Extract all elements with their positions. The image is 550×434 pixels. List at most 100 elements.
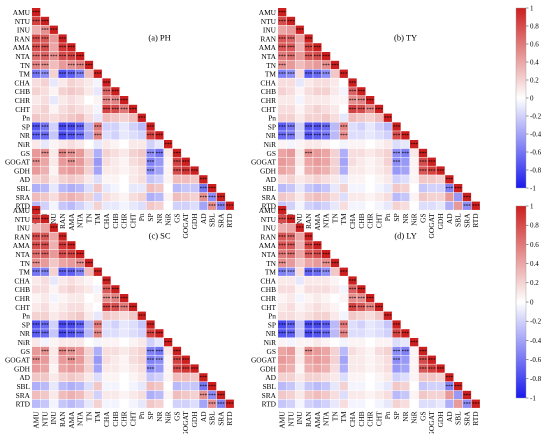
heatmap-cell	[383, 175, 392, 184]
heatmap-cell	[128, 311, 138, 320]
heatmap-cell	[304, 122, 313, 131]
heatmap-cell	[295, 113, 304, 122]
row-label: TM	[265, 268, 277, 277]
heatmap-cell	[40, 122, 50, 131]
heatmap-cell	[357, 140, 366, 149]
heatmap-cell	[58, 34, 67, 43]
heatmap-cell	[84, 157, 94, 166]
significance-marker: ***	[402, 350, 410, 355]
heatmap-cell	[304, 78, 313, 87]
heatmap-cell	[313, 148, 322, 158]
heatmap-cell	[93, 338, 102, 347]
heatmap-cell	[295, 355, 304, 364]
significance-marker: ***	[41, 37, 49, 42]
row-label: NiR	[264, 338, 276, 347]
heatmap-cell	[313, 87, 322, 96]
significance-marker: ***	[147, 134, 155, 139]
heatmap-cell	[295, 52, 304, 61]
heatmap-cell	[427, 157, 436, 166]
heatmap-cell	[137, 355, 146, 364]
heatmap-cell	[330, 78, 340, 87]
heatmap-cell	[67, 346, 76, 356]
significance-marker: ***	[287, 37, 295, 42]
heatmap-cell	[102, 113, 111, 122]
heatmap-cell	[172, 390, 182, 400]
heatmap-cell	[32, 382, 41, 391]
heatmap-cell	[348, 96, 357, 105]
heatmap-cell	[374, 184, 384, 193]
heatmap-cell	[40, 338, 50, 347]
heatmap-cell	[58, 241, 67, 250]
heatmap-cell	[137, 157, 146, 166]
heatmap-cell	[76, 346, 85, 356]
significance-marker: ***	[226, 205, 234, 210]
column-label: SBL	[208, 411, 217, 425]
significance-marker: ***	[278, 244, 286, 249]
heatmap-cell	[76, 122, 85, 131]
row-label: CHR	[15, 96, 30, 105]
heatmap-cell	[418, 184, 428, 193]
heatmap-cell	[32, 232, 41, 241]
heatmap-cell	[84, 96, 94, 105]
heatmap-cell	[84, 399, 94, 408]
row-label: CHA	[14, 276, 30, 285]
column-label: CHT	[374, 213, 383, 228]
heatmap-cell	[436, 382, 445, 391]
heatmap-cell	[339, 175, 348, 184]
heatmap-cell	[278, 399, 287, 408]
heatmap-cell	[401, 192, 410, 202]
heatmap-cell	[410, 157, 419, 166]
heatmap-cell	[49, 294, 58, 303]
significance-marker: ***	[76, 253, 84, 258]
heatmap-cell	[49, 258, 58, 268]
column-label: TM	[93, 411, 102, 423]
column-label: NR	[401, 213, 410, 223]
heatmap-cell	[137, 166, 146, 175]
heatmap-cell	[128, 355, 138, 364]
heatmap-cell	[76, 267, 85, 276]
column-label: RAN	[304, 411, 313, 427]
heatmap-cell	[278, 166, 287, 175]
heatmap-cell	[278, 34, 287, 43]
significance-marker: ***	[437, 367, 445, 372]
significance-marker: ***	[410, 341, 418, 346]
significance-marker: ***	[340, 332, 348, 337]
row-label: Pn	[268, 312, 276, 321]
heatmap-cell	[102, 399, 111, 408]
significance-marker: ***	[41, 253, 49, 258]
heatmap-cell	[278, 201, 287, 210]
heatmap-cell	[155, 364, 164, 373]
heatmap-cell	[40, 175, 50, 184]
heatmap-cell	[286, 201, 296, 210]
heatmap-cell	[383, 148, 392, 158]
heatmap-cell	[40, 364, 50, 373]
heatmap-cell	[374, 329, 384, 338]
significance-marker: ***	[287, 218, 295, 223]
heatmap-cell	[40, 346, 50, 356]
heatmap-cell	[128, 148, 138, 158]
heatmap-cell	[49, 355, 58, 364]
heatmap-cell	[93, 364, 102, 373]
column-label: GDH	[190, 213, 199, 230]
heatmap-cell	[295, 157, 304, 166]
significance-marker: ***	[322, 332, 330, 337]
heatmap-cell	[76, 364, 85, 373]
heatmap-cell	[155, 355, 164, 364]
row-label: AMA	[259, 241, 277, 250]
row-label: RAN	[260, 34, 276, 43]
heatmap-cell	[58, 294, 67, 303]
heatmap-cell	[67, 355, 76, 364]
significance-marker: ***	[314, 55, 322, 60]
heatmap-cell	[111, 382, 120, 391]
heatmap-cell	[366, 113, 375, 122]
heatmap-cell	[339, 373, 348, 382]
heatmap-cell	[76, 320, 85, 329]
heatmap-cell	[339, 320, 348, 329]
heatmap-cell	[67, 192, 76, 202]
heatmap-cell	[164, 390, 173, 400]
heatmap-cell	[357, 285, 366, 294]
significance-marker: ***	[305, 244, 313, 249]
heatmap-cell	[427, 184, 436, 193]
significance-marker: ***	[41, 323, 49, 328]
